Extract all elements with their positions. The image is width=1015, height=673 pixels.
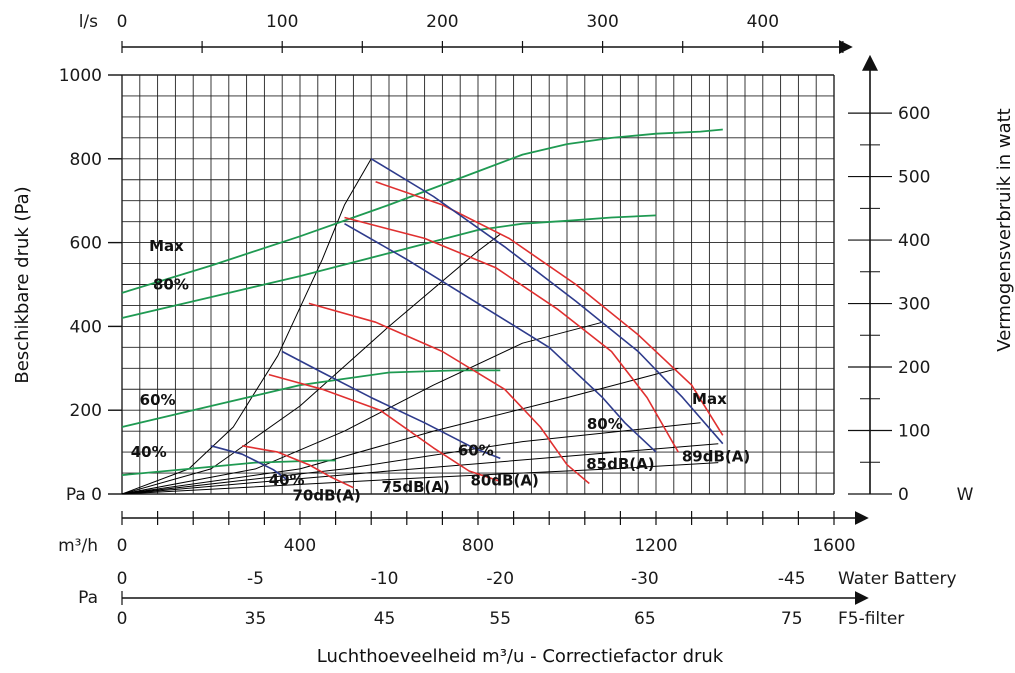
top-axis-unit: l/s bbox=[79, 12, 98, 32]
system-curve-5 bbox=[121, 443, 719, 495]
y-tick-label: Pa 0 bbox=[66, 485, 102, 505]
top-axis-tick-label: 300 bbox=[586, 12, 618, 32]
y-axis-label: Beschikbare druk (Pa) bbox=[12, 186, 33, 383]
power-curve-60 bbox=[121, 369, 501, 428]
power-curve-label: 60% bbox=[140, 391, 176, 409]
y-tick-label: 600 bbox=[70, 234, 102, 254]
top-axis-tick-label: 0 bbox=[117, 12, 128, 32]
sound-curve-85dba bbox=[344, 216, 679, 453]
y-tick-label: 800 bbox=[70, 150, 102, 170]
sound-curve-75dba bbox=[268, 373, 501, 483]
sound-curve-label: 70dB(A) bbox=[293, 486, 361, 504]
sound-curve-label: 85dB(A) bbox=[586, 455, 654, 473]
filter-tick-label: 55 bbox=[489, 609, 511, 629]
x-axis-unit: m³/h bbox=[58, 536, 98, 556]
power-curve-80 bbox=[121, 214, 657, 319]
filter-label: F5-filter bbox=[838, 609, 904, 629]
plot-axes: Pa 020040060080010000100200300400500600W… bbox=[58, 12, 973, 629]
water-battery-tick-label: 0 bbox=[117, 569, 128, 589]
top-axis-tick-label: 200 bbox=[426, 12, 458, 32]
x-tick-label: 0 bbox=[117, 536, 128, 556]
x-tick-label: 800 bbox=[462, 536, 494, 556]
filter-tick-label: 75 bbox=[781, 609, 803, 629]
y2-tick-label: 400 bbox=[898, 231, 930, 251]
fan-curve-label: 80% bbox=[587, 415, 623, 433]
filter-tick-label: 65 bbox=[634, 609, 656, 629]
y2-tick-label: 100 bbox=[898, 422, 930, 442]
filter-tick-label: 0 bbox=[117, 609, 128, 629]
power-curve-label: Max bbox=[149, 237, 184, 255]
y2-tick-label: 600 bbox=[898, 104, 930, 124]
sound-curve-70dba bbox=[242, 445, 354, 489]
fan-curve-label: Max bbox=[692, 390, 727, 408]
water-battery-tick-label: -30 bbox=[631, 569, 659, 589]
fan-curve-label: 60% bbox=[458, 441, 494, 459]
water-battery-tick-label: -10 bbox=[371, 569, 399, 589]
water-battery-tick-label: -5 bbox=[247, 569, 264, 589]
fan-curve-40 bbox=[210, 445, 288, 480]
plot-grid bbox=[121, 74, 835, 495]
filter-axis-unit: Pa bbox=[78, 588, 98, 608]
top-axis-tick-label: 100 bbox=[266, 12, 298, 32]
water-battery-tick-label: -20 bbox=[486, 569, 514, 589]
top-axis-tick-label: 400 bbox=[747, 12, 779, 32]
sound-curve-89dba bbox=[375, 181, 724, 436]
y2-tick-label: 300 bbox=[898, 295, 930, 315]
y-tick-label: 200 bbox=[70, 401, 102, 421]
fan-curve-label: 40% bbox=[269, 471, 305, 489]
system-curve-6 bbox=[121, 462, 719, 495]
power-curve-label: 80% bbox=[153, 276, 189, 294]
filter-tick-label: 45 bbox=[374, 609, 396, 629]
fan-curve-60 bbox=[281, 350, 501, 460]
power-curve-40 bbox=[121, 459, 336, 476]
sound-curve-80dba bbox=[308, 302, 590, 485]
x-tick-label: 1200 bbox=[634, 536, 677, 556]
sound-curve-label: 89dB(A) bbox=[682, 447, 750, 465]
filter-tick-label: 35 bbox=[245, 609, 267, 629]
y2-axis-label: Vermogensverbruik in watt bbox=[994, 108, 1015, 351]
x-axis-label: Luchthoeveelheid m³/u - Correctiefactor … bbox=[317, 646, 724, 667]
fan-curve-80 bbox=[344, 223, 657, 453]
y-tick-label: 400 bbox=[70, 317, 102, 337]
x-tick-label: 1600 bbox=[812, 536, 855, 556]
power-curve-max bbox=[121, 128, 723, 294]
x-tick-label: 400 bbox=[284, 536, 316, 556]
fan-curve-max bbox=[370, 158, 724, 445]
sound-curve-label: 80dB(A) bbox=[471, 472, 539, 490]
water-battery-label: Water Battery bbox=[838, 569, 957, 589]
y-tick-label: 1000 bbox=[59, 66, 102, 86]
y2-tick-label: 500 bbox=[898, 168, 930, 188]
system-curve-3 bbox=[121, 367, 679, 495]
plot-series bbox=[121, 128, 724, 495]
y2-unit-label: W bbox=[957, 485, 974, 505]
water-battery-tick-label: -45 bbox=[778, 569, 806, 589]
system-curve-1 bbox=[121, 233, 501, 495]
system-curve-4 bbox=[121, 422, 701, 495]
y2-tick-label: 200 bbox=[898, 358, 930, 378]
sound-curve-label: 75dB(A) bbox=[382, 478, 450, 496]
y2-tick-label: 0 bbox=[898, 485, 909, 505]
power-curve-label: 40% bbox=[131, 443, 167, 461]
